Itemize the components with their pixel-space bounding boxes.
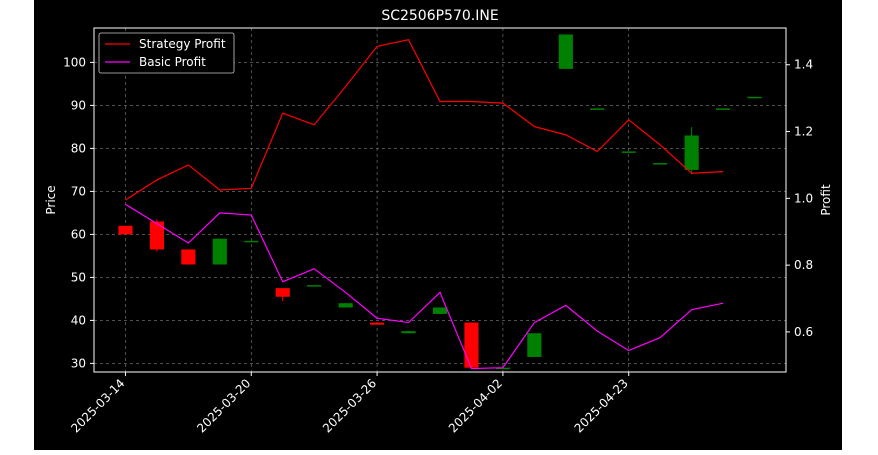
left-tick-label: 30 [71, 356, 86, 370]
right-axis: 0.6 0.8 1.0 1.2 1.4 [786, 58, 813, 339]
candle-body [212, 238, 227, 265]
right-tick-label: 0.6 [794, 325, 813, 339]
candle-body [307, 285, 322, 287]
candle-body [527, 333, 542, 357]
left-tick-label: 90 [71, 98, 86, 112]
plot-frame [93, 27, 787, 373]
candle-body [747, 96, 762, 99]
candle-body [244, 240, 259, 243]
candle-body [716, 108, 731, 110]
candle-body [558, 34, 573, 69]
candle-body [118, 225, 133, 235]
candle-body [401, 331, 416, 334]
left-tick-label: 80 [71, 141, 86, 155]
candle-body [590, 108, 605, 110]
candlestick-series [118, 34, 762, 370]
candle-body [149, 221, 164, 250]
candle-body [432, 307, 448, 314]
left-axis-label: Price [44, 185, 58, 214]
left-tick-label: 60 [71, 227, 86, 241]
plot-area [94, 28, 786, 372]
left-axis: 30 40 50 60 70 80 90 100 [63, 55, 94, 370]
left-tick-label: 100 [63, 55, 86, 69]
right-axis-label: Profit [819, 184, 833, 216]
candle-body [653, 163, 668, 165]
candle-body [684, 135, 699, 170]
left-tick-label: 40 [71, 313, 86, 327]
candle-body [370, 322, 385, 325]
right-tick-label: 1.4 [794, 58, 813, 72]
basic-profit-line [125, 203, 724, 370]
legend-label-strategy: Strategy Profit [139, 37, 226, 51]
right-tick-label: 1.0 [794, 191, 813, 205]
candle-body [181, 249, 196, 265]
candle-body [621, 151, 636, 153]
candle-body [495, 367, 510, 370]
legend-label-basic: Basic Profit [139, 55, 206, 69]
right-tick-label: 0.8 [794, 258, 813, 272]
legend-box [98, 32, 235, 74]
chart-title: SC2506P570.INE [381, 8, 498, 24]
left-tick-label: 50 [71, 270, 86, 284]
candle-body [338, 303, 353, 308]
candle-body [275, 288, 290, 297]
legend: Strategy Profit Basic Profit [98, 32, 235, 74]
profit-lines [125, 39, 724, 370]
left-tick-label: 70 [71, 184, 86, 198]
strategy-profit-line [125, 39, 724, 201]
right-tick-label: 1.2 [794, 125, 813, 139]
candle-body [464, 322, 479, 368]
